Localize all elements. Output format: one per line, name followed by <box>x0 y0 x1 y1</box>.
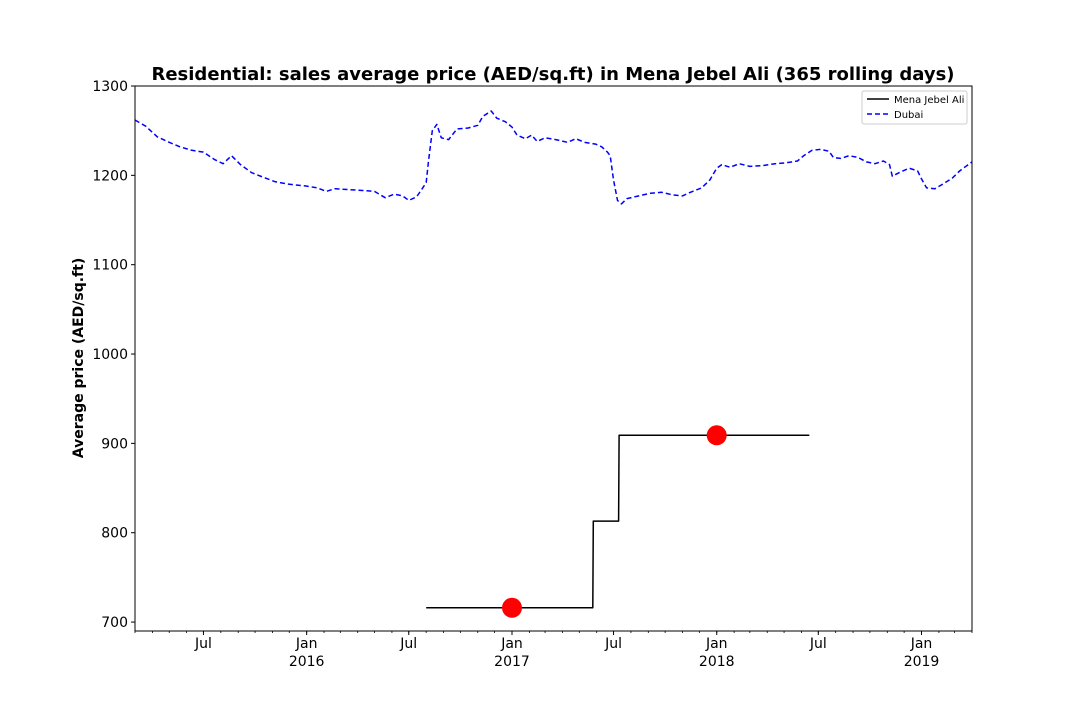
data-point-marker <box>502 597 522 618</box>
x-tick-label: Jul <box>809 636 827 652</box>
plot-frame <box>134 85 973 632</box>
series-line-dubai <box>134 110 973 205</box>
x-tick-label: Jan <box>705 636 728 652</box>
y-tick-label: 1300 <box>92 79 128 95</box>
y-tick-label: 1100 <box>92 258 128 274</box>
legend: Mena Jebel Ali Dubai <box>861 90 968 125</box>
x-tick-label: Jan <box>500 636 523 652</box>
x-axis-ticks: Jul Jan 2016 Jul Jan 2017 Jul Jan 2018 Jul Jan 2019 <box>134 631 973 670</box>
x-tick-year-label: 2017 <box>494 654 530 670</box>
x-tick-year-label: 2018 <box>699 654 735 670</box>
data-point-marker <box>706 425 727 446</box>
x-tick-label: Jan <box>910 636 933 652</box>
legend-label-mena-jebel-ali: Mena Jebel Ali <box>894 95 964 106</box>
x-tick-year-label: 2019 <box>904 654 940 670</box>
x-tick-year-label: 2016 <box>289 654 325 670</box>
y-tick-label: 700 <box>101 615 128 631</box>
x-tick-label: Jul <box>604 636 622 652</box>
y-axis-label: Average price (AED/sq.ft) <box>71 258 87 458</box>
y-axis-ticks: 700 800 900 1000 1100 1200 1300 <box>92 79 135 631</box>
x-tick-label: Jul <box>399 636 417 652</box>
legend-label-dubai: Dubai <box>894 110 923 121</box>
chart-title: Residential: sales average price (AED/sq… <box>151 64 954 85</box>
x-tick-label: Jul <box>194 636 212 652</box>
y-tick-label: 1200 <box>92 168 128 184</box>
y-tick-label: 900 <box>101 436 128 452</box>
y-tick-label: 800 <box>101 526 128 542</box>
series-layer <box>134 110 973 609</box>
series-line-mena-jebel-ali <box>426 434 810 609</box>
marker-layer <box>502 425 727 618</box>
y-tick-label: 1000 <box>92 347 128 363</box>
x-tick-label: Jan <box>295 636 318 652</box>
